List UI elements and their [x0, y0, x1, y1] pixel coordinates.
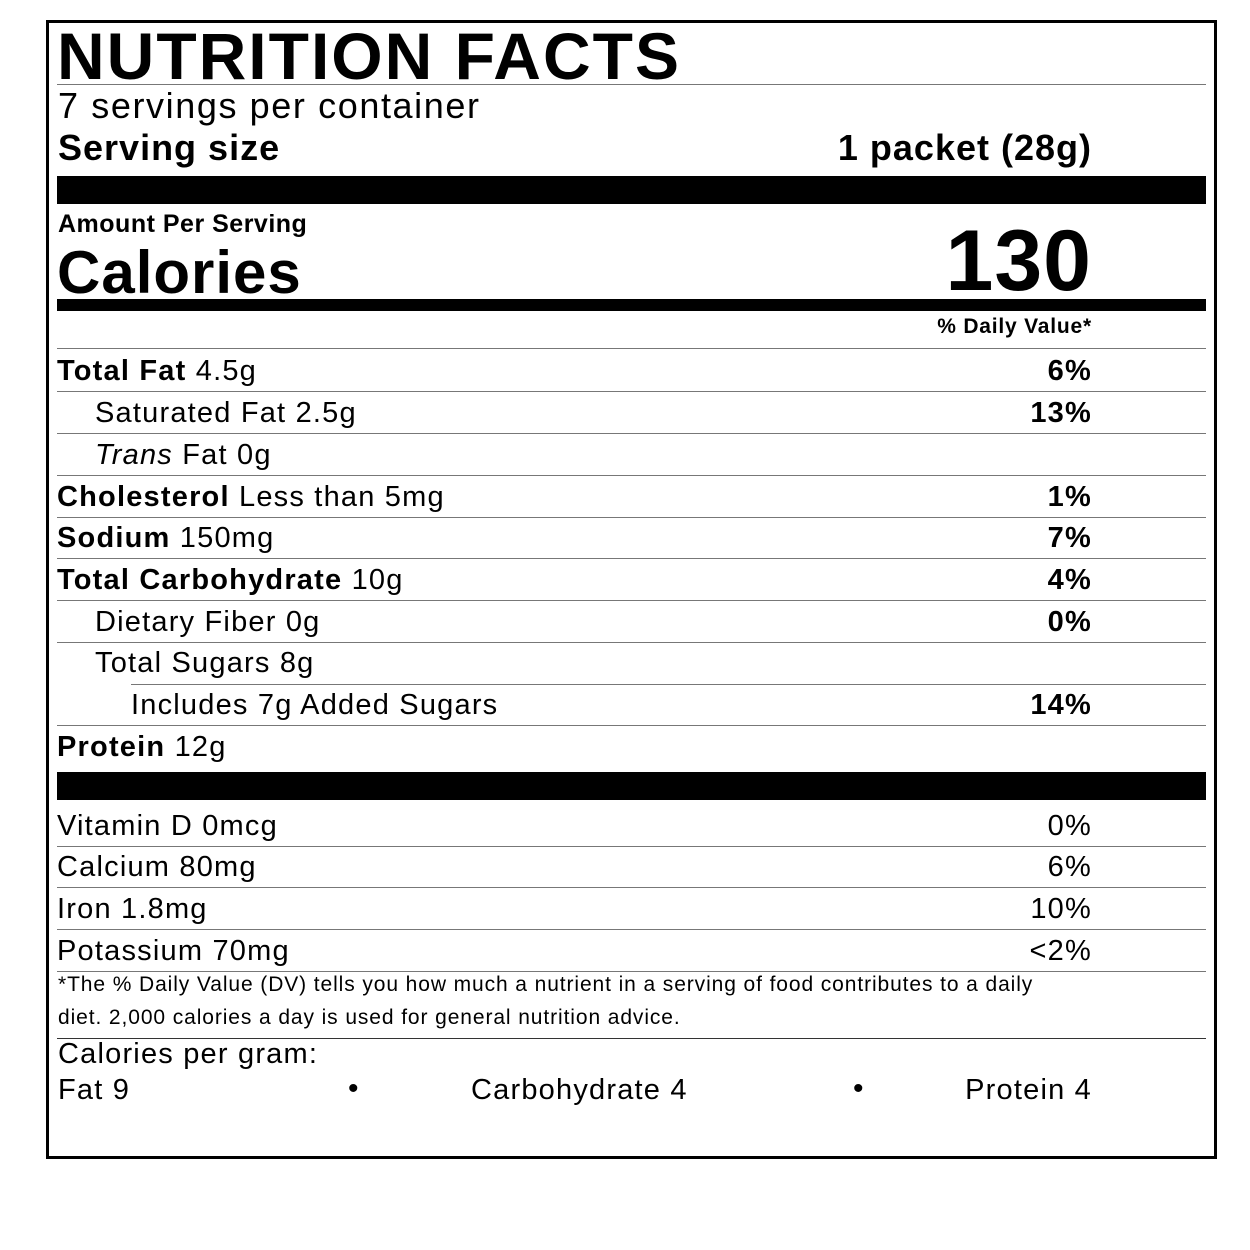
nutrient-row-cholesterol: Cholesterol Less than 5mg 1% [57, 476, 1206, 518]
serving-size-label: Serving size [58, 127, 281, 168]
nutrient-row-dietary-fiber: Dietary Fiber 0g 0% [57, 601, 1206, 643]
nutrient-dv: 6% [1047, 355, 1092, 387]
nutrient-row-protein: Protein 12g [57, 726, 1206, 768]
medium-divider [57, 299, 1206, 311]
nutrient-amount: Less than 5mg [229, 481, 445, 513]
nutrient-dv: 7% [1047, 522, 1092, 554]
nutrient-row-added-sugars: Includes 7g Added Sugars 14% [57, 684, 1206, 726]
nutrient-amount: 4.5g [186, 355, 257, 387]
nutrient-dv: 0% [1047, 606, 1092, 638]
nutrient-amount: 10g [342, 564, 404, 596]
vitamin-row-iron: Iron 1.8mg 10% [57, 888, 1206, 930]
thick-divider [57, 176, 1206, 204]
vitamin-name: Potassium 70mg [57, 935, 290, 967]
vitamin-row-vitamin-d: Vitamin D 0mcg 0% [57, 805, 1206, 847]
nutrient-row-trans-fat: Trans Fat 0g [57, 434, 1206, 476]
divider [57, 348, 1206, 349]
bullet-separator: • [348, 1072, 360, 1105]
nutrient-dv: 14% [1030, 689, 1092, 721]
vitamin-name: Iron 1.8mg [57, 893, 208, 925]
nutrient-row-total-fat: Total Fat 4.5g 6% [57, 350, 1206, 392]
nutrient-name-italic: Trans [95, 439, 173, 471]
vitamin-name: Calcium 80mg [57, 851, 257, 883]
divider [131, 684, 1206, 685]
nutrient-name: Saturated Fat 2.5g [95, 397, 357, 429]
nutrient-row-sodium: Sodium 150mg 7% [57, 517, 1206, 559]
daily-value-header: % Daily Value* [937, 315, 1092, 338]
nutrient-name: Cholesterol [57, 481, 230, 513]
vitamin-row-calcium: Calcium 80mg 6% [57, 846, 1206, 888]
vitamin-dv: 10% [1030, 893, 1092, 925]
label-title: NUTRITION FACTS [57, 19, 681, 93]
calories-per-gram-fat: Fat 9 [58, 1074, 131, 1106]
calories-value: 130 [945, 213, 1092, 309]
vitamin-dv: 0% [1047, 810, 1092, 842]
vitamin-row-potassium: Potassium 70mg <2% [57, 930, 1206, 972]
footnote-line-2: diet. 2,000 calories a day is used for g… [58, 1006, 681, 1029]
divider [57, 1038, 1206, 1039]
calories-per-gram-carbohydrate: Carbohydrate 4 [471, 1074, 688, 1106]
nutrition-facts-label [46, 20, 1217, 1159]
nutrient-name: Total Sugars 8g [95, 647, 315, 679]
nutrient-row-saturated-fat: Saturated Fat 2.5g 13% [57, 392, 1206, 434]
calories-per-gram-label: Calories per gram: [58, 1038, 319, 1070]
bullet-separator: • [853, 1072, 865, 1105]
nutrient-row-total-carbohydrate: Total Carbohydrate 10g 4% [57, 559, 1206, 601]
nutrient-name: Dietary Fiber 0g [95, 606, 321, 638]
nutrient-name: Sodium [57, 522, 171, 554]
nutrient-row-total-sugars: Total Sugars 8g [57, 642, 1206, 684]
nutrient-amount: 12g [165, 731, 227, 763]
nutrient-name: Includes 7g Added Sugars [131, 689, 499, 721]
nutrient-dv: 13% [1030, 397, 1092, 429]
vitamin-dv: 6% [1047, 851, 1092, 883]
vitamin-name: Vitamin D 0mcg [57, 810, 278, 842]
nutrient-amount: 150mg [170, 522, 275, 554]
thick-divider [57, 772, 1206, 800]
nutrient-name: Fat 0g [172, 439, 272, 471]
servings-per-container: 7 servings per container [58, 85, 481, 126]
nutrient-dv: 4% [1047, 564, 1092, 596]
nutrient-name: Total Carbohydrate [57, 564, 343, 596]
nutrient-name: Protein [57, 731, 166, 763]
nutrient-name: Total Fat [57, 355, 187, 387]
serving-size-value: 1 packet (28g) [837, 127, 1092, 168]
amount-per-serving: Amount Per Serving [58, 210, 308, 238]
footnote-line-1: *The % Daily Value (DV) tells you how mu… [58, 973, 1034, 996]
divider [57, 84, 1206, 85]
vitamin-dv: <2% [1029, 935, 1092, 967]
nutrient-dv: 1% [1047, 481, 1092, 513]
calories-per-gram-protein: Protein 4 [965, 1074, 1092, 1106]
calories-label: Calories [57, 239, 302, 306]
